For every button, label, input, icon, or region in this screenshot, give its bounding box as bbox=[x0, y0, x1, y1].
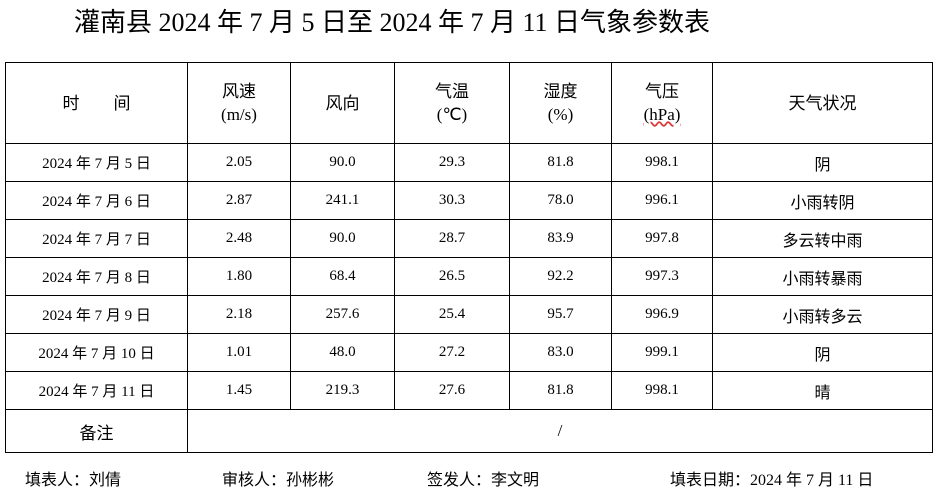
header-cell: 时 间 bbox=[5, 62, 188, 144]
header-cell: 风向 bbox=[290, 62, 395, 144]
cell: 2024 年 7 月 6 日 bbox=[5, 181, 188, 220]
header-text: (℃) bbox=[436, 105, 468, 124]
remark-value: / bbox=[187, 409, 933, 453]
data-row: 2024 年 7 月 6 日 2.87 241.1 30.3 78.0 996.1 小雨转阴 bbox=[5, 181, 933, 220]
cell: 2.87 bbox=[187, 181, 291, 220]
cell: 1.01 bbox=[187, 333, 291, 372]
cell: 92.2 bbox=[509, 257, 612, 296]
data-row: 2024 年 7 月 7 日 2.48 90.0 28.7 83.9 997.8 多云转中雨 bbox=[5, 219, 933, 258]
header-text: (hPa) bbox=[612, 103, 712, 126]
header-text: 气温 bbox=[435, 82, 469, 101]
cell: 81.8 bbox=[509, 371, 612, 410]
data-row: 2024 年 7 月 8 日 1.80 68.4 26.5 92.2 997.3 小雨转暴雨 bbox=[5, 257, 933, 296]
cell: 26.5 bbox=[394, 257, 510, 296]
cell: 998.1 bbox=[611, 143, 713, 182]
cell: 90.0 bbox=[290, 219, 395, 258]
header-cell: 风速 (m/s) bbox=[187, 62, 291, 144]
cell: 2.18 bbox=[187, 295, 291, 334]
cell: 998.1 bbox=[611, 371, 713, 410]
cell: 2024 年 7 月 8 日 bbox=[5, 257, 188, 296]
cell: 83.0 bbox=[509, 333, 612, 372]
cell: 68.4 bbox=[290, 257, 395, 296]
cell: 阴 bbox=[712, 143, 933, 182]
header-text: 湿度 bbox=[543, 82, 578, 101]
cell: 2.48 bbox=[187, 219, 291, 258]
header-cell: 气温 (℃) bbox=[394, 62, 510, 144]
cell: 29.3 bbox=[394, 143, 510, 182]
cell: 996.9 bbox=[611, 295, 713, 334]
cell: 997.3 bbox=[611, 257, 713, 296]
remark-row: 备注 / bbox=[5, 409, 933, 453]
cell: 30.3 bbox=[394, 181, 510, 220]
weather-table: 时 间 风速 (m/s) 风向 气温 (℃) 湿度 (%) 气压 (hPa) 天气状况 2024 年 … bbox=[5, 62, 933, 453]
header-cell: 湿度 (%) bbox=[509, 62, 612, 144]
cell: 2024 年 7 月 11 日 bbox=[5, 371, 188, 410]
footer-text: 填表日期：2024 年 7 月 11 日 bbox=[670, 472, 874, 489]
cell: 阴 bbox=[712, 333, 933, 372]
cell: 2024 年 7 月 9 日 bbox=[5, 295, 188, 334]
title: 灌南县 2024 年 7 月 5 日至 2024 年 7 月 11 日气象参数表 bbox=[74, 8, 711, 37]
cell: 27.2 bbox=[394, 333, 510, 372]
footer-text: 签发人：李文明 bbox=[427, 472, 540, 489]
header-text: 风向 bbox=[325, 93, 360, 113]
cell: 25.4 bbox=[394, 295, 510, 334]
cell: 1.80 bbox=[187, 257, 291, 296]
data-row: 2024 年 7 月 9 日 2.18 257.6 25.4 95.7 996.9 小雨转多… bbox=[5, 295, 933, 334]
cell: 48.0 bbox=[290, 333, 395, 372]
cell: 90.0 bbox=[290, 143, 395, 182]
remark-label: 备注 bbox=[5, 409, 188, 453]
cell: 2024 年 7 月 5 日 bbox=[5, 143, 188, 182]
header-text: (hPa) bbox=[643, 105, 681, 124]
cell: 小雨转暴雨 bbox=[712, 257, 933, 296]
cell: 小雨转阴 bbox=[712, 181, 933, 220]
header-text: 风速 bbox=[222, 82, 256, 101]
cell: 81.8 bbox=[509, 143, 612, 182]
header-row: 时 间 风速 (m/s) 风向 气温 (℃) 湿度 (%) 气压 (hPa) 天气状况 bbox=[5, 62, 933, 144]
cell: 小雨转多云 bbox=[712, 295, 933, 334]
cell: 997.8 bbox=[611, 219, 713, 258]
cell: 999.1 bbox=[611, 333, 713, 372]
header-text: 时 间 bbox=[62, 93, 131, 113]
footer-text: 填表人：刘倩 bbox=[25, 472, 122, 489]
cell: 78.0 bbox=[509, 181, 612, 220]
header-text: (%) bbox=[547, 105, 574, 124]
cell: 241.1 bbox=[290, 181, 395, 220]
cell: 2024 年 7 月 7 日 bbox=[5, 219, 188, 258]
cell: 2.05 bbox=[187, 143, 291, 182]
header-text: 天气状况 bbox=[788, 93, 857, 113]
header-text: (m/s) bbox=[221, 105, 257, 124]
cell: 晴 bbox=[712, 371, 933, 410]
cell: 219.3 bbox=[290, 371, 395, 410]
header-cell: 天气状况 bbox=[712, 62, 933, 144]
header-text: 气压 bbox=[645, 82, 679, 101]
header-cell: 气压 (hPa) bbox=[611, 62, 713, 144]
cell: 83.9 bbox=[509, 219, 612, 258]
cell: 1.45 bbox=[187, 371, 291, 410]
cell: 257.6 bbox=[290, 295, 395, 334]
cell: 996.1 bbox=[611, 181, 713, 220]
cell: 多云转中雨 bbox=[712, 219, 933, 258]
cell: 95.7 bbox=[509, 295, 612, 334]
cell: 2024 年 7 月 10 日 bbox=[5, 333, 188, 372]
cell: 28.7 bbox=[394, 219, 510, 258]
data-row: 2024 年 7 月 10 日 1.01 48.0 27.2 83.0 999.1 阴 bbox=[5, 333, 933, 372]
footer-text: 审核人：孙彬彬 bbox=[222, 472, 335, 489]
data-row: 2024 年 7 月 11 日 1.45 219.3 27.6 81.8 998.1 晴 bbox=[5, 371, 933, 410]
cell: 27.6 bbox=[394, 371, 510, 410]
data-row: 2024 年 7 月 5 日 2.05 90.0 29.3 81.8 998.1 阴 bbox=[5, 143, 933, 182]
